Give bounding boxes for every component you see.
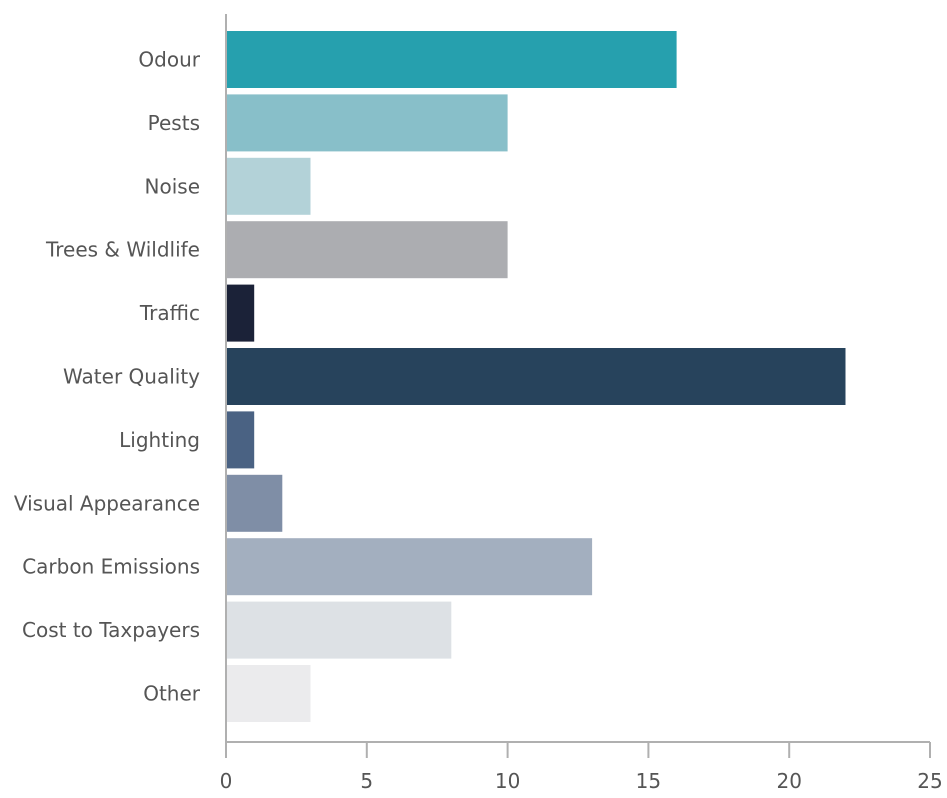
category-label-lighting: Lighting	[119, 428, 200, 452]
x-tick-label-15: 15	[636, 769, 661, 793]
x-axis-ticks: 0 5 10 15 20 25	[220, 742, 943, 793]
category-label-water-quality: Water Quality	[63, 365, 200, 389]
x-tick-label-20: 20	[776, 769, 801, 793]
bar-carbon-emissions	[226, 538, 593, 596]
bar-trees-and-wildlife	[226, 221, 508, 279]
bar-traffic	[226, 284, 255, 342]
bar-lighting	[226, 411, 255, 469]
bar-cost-to-taxpayers	[226, 601, 452, 659]
x-tick-label-25: 25	[917, 769, 942, 793]
bar-visual-appearance	[226, 474, 283, 532]
bar-pests	[226, 94, 508, 152]
bar-odour	[226, 31, 677, 88]
bar-water-quality	[226, 348, 846, 405]
category-label-traffic: Traffic	[139, 301, 200, 325]
x-tick-label-0: 0	[220, 769, 233, 793]
bar-other	[226, 665, 311, 722]
category-label-pests: Pests	[148, 111, 200, 135]
category-label-noise: Noise	[145, 174, 200, 198]
x-tick-label-5: 5	[360, 769, 373, 793]
category-label-cost-to-taxpayers: Cost to Taxpayers	[22, 618, 200, 642]
x-tick-label-10: 10	[495, 769, 520, 793]
category-label-odour: Odour	[138, 48, 200, 72]
category-labels: Odour Pests Noise Trees & Wildlife Traffic Wa…	[14, 48, 201, 706]
category-label-carbon-emissions: Carbon Emissions	[22, 555, 200, 579]
bar-noise	[226, 157, 311, 215]
category-label-trees-and-wildlife: Trees & Wildlife	[45, 238, 200, 262]
bars-group	[226, 31, 846, 722]
category-label-visual-appearance: Visual Appearance	[14, 491, 200, 515]
category-label-other: Other	[143, 682, 201, 706]
